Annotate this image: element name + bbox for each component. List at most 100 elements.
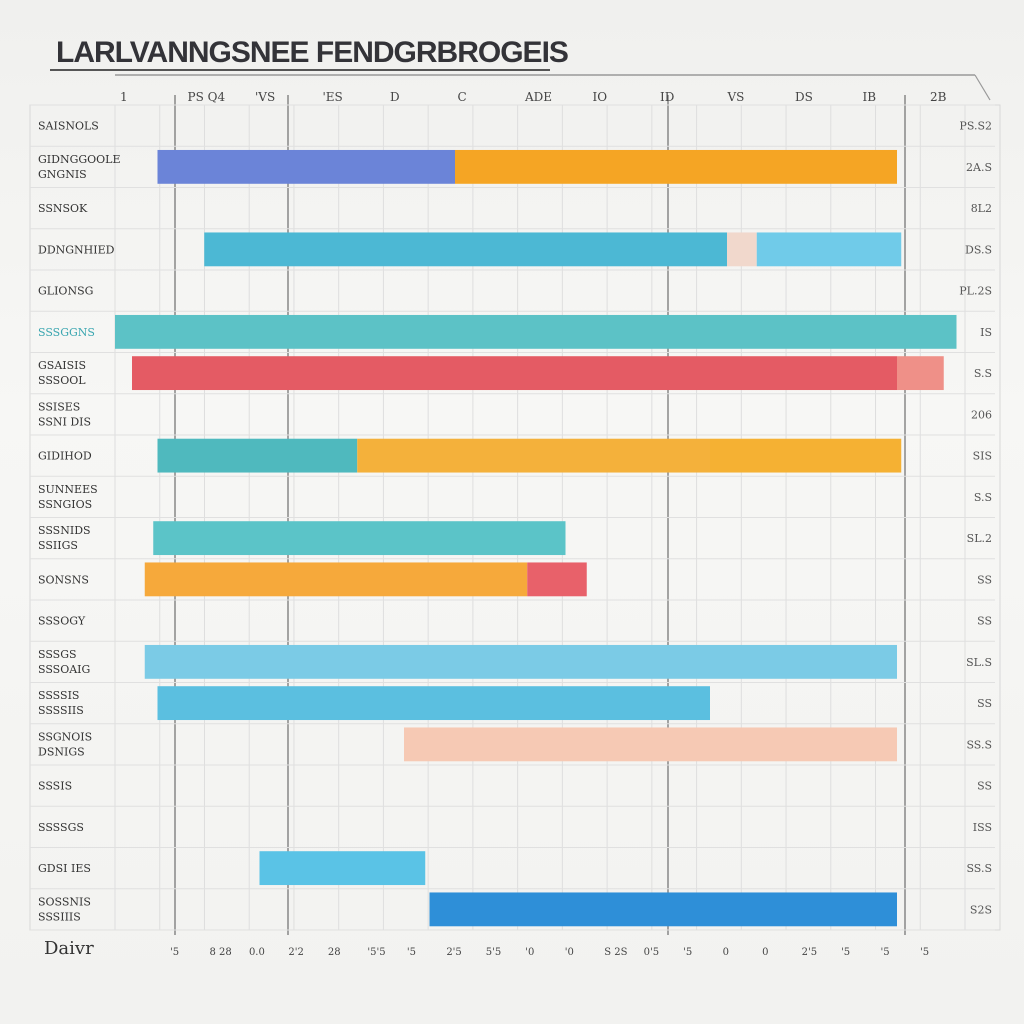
top-tick-label: DS (795, 90, 813, 104)
top-tick-label: 'VS (255, 90, 275, 104)
value-label: DS.S (965, 243, 992, 256)
bar-segment (144, 644, 897, 679)
row-label: SSSSIS (38, 689, 79, 702)
value-label: S.S (974, 491, 992, 504)
row-label: SSSNIDS (38, 524, 91, 537)
row-label: SSSOGY (38, 615, 86, 628)
row-label: SAISNOLS (38, 120, 99, 133)
row-label: SUNNEES (38, 483, 98, 496)
bottom-tick-label: '5 (920, 947, 929, 958)
value-label: PL.2S (959, 285, 992, 298)
value-label: SS (977, 697, 992, 710)
row-label: SSISES (38, 400, 80, 413)
row-sublabel: GNGNIS (38, 168, 87, 181)
bar-segment (153, 521, 566, 556)
x-axis-label: Daivr (44, 938, 94, 959)
value-label: SS.S (966, 862, 992, 875)
value-label: SL.2 (967, 532, 992, 545)
row-sublabel: SSSSIIS (38, 704, 84, 717)
bottom-tick-label: 8 28 (209, 947, 231, 958)
bar-segment (727, 232, 757, 267)
bar-segment (115, 314, 957, 349)
top-tick-label: PS Q4 (188, 90, 226, 104)
row-label: SONSNS (38, 573, 89, 586)
row-label: GLIONSG (38, 285, 93, 298)
bar-segment (157, 149, 455, 184)
value-label: 8L2 (971, 202, 992, 215)
row-sublabel: DSNIGS (38, 745, 85, 758)
bars (115, 149, 957, 927)
bottom-tick-label: 0 (723, 947, 729, 958)
bar-segment (144, 562, 528, 597)
top-tick-label: ID (660, 90, 674, 104)
row-sublabel: SSNI DIS (38, 415, 91, 428)
bar-segment (429, 892, 897, 927)
row-label: SSNSOK (38, 202, 88, 215)
bottom-tick-label: '5 (881, 947, 890, 958)
bottom-tick-label: '5 (683, 947, 692, 958)
value-label: S2S (970, 903, 992, 916)
bar-segment (897, 356, 944, 391)
tick-labels: 1 PS Q4 'VS 'ES D C ADE IO ID VS DS IB 2B '5 8 28 0.0 2'… (120, 90, 947, 958)
top-tick-label: C (458, 90, 467, 104)
bar-segment (157, 438, 358, 473)
row-label: SOSSNIS (38, 895, 91, 908)
bar-segment (132, 356, 897, 391)
top-tick-label: IO (593, 90, 608, 104)
value-label: SS.S (966, 738, 992, 751)
bottom-tick-label: '5 (841, 947, 850, 958)
bottom-tick-label: 2'5 (446, 947, 461, 958)
bottom-tick-label: 2'2 (288, 947, 303, 958)
bottom-tick-label: '5 (170, 947, 179, 958)
bottom-tick-label: 0'5 (644, 947, 659, 958)
bottom-tick-label: '0 (525, 947, 534, 958)
bottom-tick-label: '5'5 (367, 947, 385, 958)
row-label: SSSGS (38, 648, 77, 661)
bottom-tick-label: 5'5 (486, 947, 501, 958)
top-tick-label: 1 (120, 90, 128, 104)
top-tick-label: 'ES (323, 90, 343, 104)
value-label: SS (977, 780, 992, 793)
row-label: SSSGGNS (38, 326, 95, 339)
value-label: SS (977, 615, 992, 628)
row-sublabel: SSSOAIG (38, 663, 90, 676)
value-label: 206 (971, 408, 992, 421)
bar-segment (157, 686, 710, 721)
row-label: DDNGNHIED (38, 243, 115, 256)
bar-segment (357, 438, 710, 473)
top-tick-label: 2B (930, 90, 947, 104)
title-underline (50, 69, 550, 71)
row-sublabel: SSSIIIS (38, 910, 81, 923)
bar-segment (710, 438, 902, 473)
row-label: GIDIHOD (38, 450, 92, 463)
bar-segment (259, 851, 426, 886)
bottom-tick-label: 0 (762, 947, 768, 958)
row-label: GIDNGGOOLE (38, 153, 121, 166)
top-tick-label: ADE (524, 90, 552, 104)
value-label: IS (980, 326, 992, 339)
chart-title: LARLVANNGSNEE FENDGRBROGEIS (56, 36, 569, 69)
bar-segment (404, 727, 897, 762)
bottom-tick-label: '5 (407, 947, 416, 958)
top-tick-label: VS (727, 90, 745, 104)
bar-segment (527, 562, 587, 597)
row-label: SSSIS (38, 780, 72, 793)
bottom-tick-label: 0.0 (249, 947, 265, 958)
top-tick-label: IB (863, 90, 877, 104)
value-label: ISS (973, 821, 992, 834)
grid (29, 74, 1001, 935)
bar-segment (756, 232, 902, 267)
value-label: SS (977, 573, 992, 586)
value-label: S.S (974, 367, 992, 380)
bottom-tick-label: 28 (328, 947, 341, 958)
value-label: SL.S (966, 656, 992, 669)
bottom-tick-label: S 2S (604, 947, 627, 958)
bar-segment (204, 232, 727, 267)
row-sublabel: SSNGIOS (38, 498, 92, 511)
row-label: GSAISIS (38, 359, 86, 372)
row-sublabel: SSSOOL (38, 374, 86, 387)
bottom-tick-label: 2'5 (802, 947, 817, 958)
value-label: 2A.S (966, 161, 992, 174)
row-sublabel: SSIIGS (38, 539, 78, 552)
